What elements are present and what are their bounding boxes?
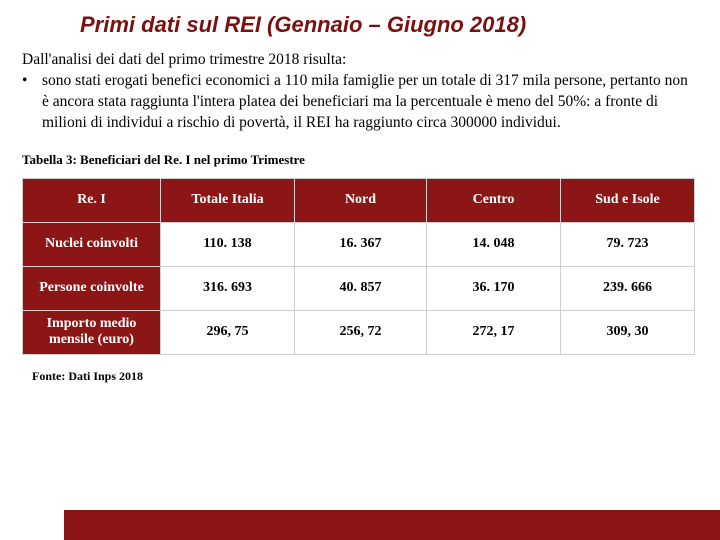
table-cell: 256, 72 xyxy=(295,310,427,354)
table-cell: 316. 693 xyxy=(161,266,295,310)
table-cell: 110. 138 xyxy=(161,222,295,266)
bullet-marker: • xyxy=(22,71,42,134)
table-cell: 16. 367 xyxy=(295,222,427,266)
table-header-row: Re. I Totale Italia Nord Centro Sud e Is… xyxy=(23,178,695,222)
bullet-item: • sono stati erogati benefici economici … xyxy=(0,71,720,134)
col-header: Nord xyxy=(295,178,427,222)
footer-accent xyxy=(64,510,720,540)
table-row: Persone coinvolte 316. 693 40. 857 36. 1… xyxy=(23,266,695,310)
col-header: Totale Italia xyxy=(161,178,295,222)
footer-bar xyxy=(0,510,720,540)
table-cell: 272, 17 xyxy=(427,310,561,354)
table-cell: 79. 723 xyxy=(561,222,695,266)
table-caption: Tabella 3: Beneficiari del Re. I nel pri… xyxy=(0,134,720,174)
table-corner: Re. I xyxy=(23,178,161,222)
table-cell: 40. 857 xyxy=(295,266,427,310)
table-cell: 14. 048 xyxy=(427,222,561,266)
bullet-text: sono stati erogati benefici economici a … xyxy=(42,71,692,134)
table-cell: 296, 75 xyxy=(161,310,295,354)
source-line: Fonte: Dati Inps 2018 xyxy=(0,355,720,384)
table-cell: 239. 666 xyxy=(561,266,695,310)
row-header: Persone coinvolte xyxy=(23,266,161,310)
col-header: Centro xyxy=(427,178,561,222)
row-header: Importo medio mensile (euro) xyxy=(23,310,161,354)
col-header: Sud e Isole xyxy=(561,178,695,222)
table-cell: 36. 170 xyxy=(427,266,561,310)
intro-line: Dall'analisi dei dati del primo trimestr… xyxy=(0,46,720,71)
table-row: Importo medio mensile (euro) 296, 75 256… xyxy=(23,310,695,354)
page-title: Primi dati sul REI (Gennaio – Giugno 201… xyxy=(0,0,720,46)
footer-left-gap xyxy=(0,510,64,540)
table-cell: 309, 30 xyxy=(561,310,695,354)
row-header: Nuclei coinvolti xyxy=(23,222,161,266)
table-row: Nuclei coinvolti 110. 138 16. 367 14. 04… xyxy=(23,222,695,266)
data-table: Re. I Totale Italia Nord Centro Sud e Is… xyxy=(22,178,695,355)
